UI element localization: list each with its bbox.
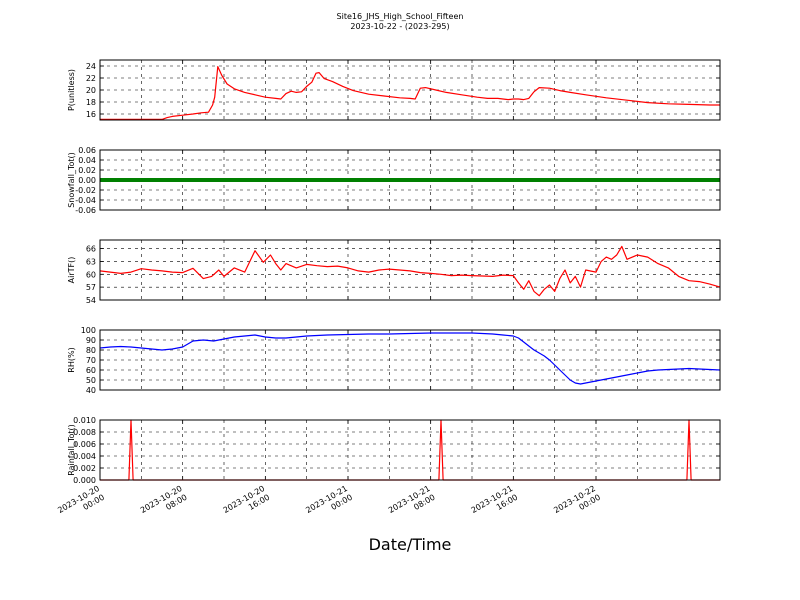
y-tick-label: 0.006 bbox=[73, 440, 96, 449]
y-tick-label: 54 bbox=[86, 296, 96, 305]
y-tick-label: 0.008 bbox=[73, 428, 96, 437]
x-tick-label: 2023-10-2200:00 bbox=[552, 484, 602, 524]
y-tick-label: 70 bbox=[86, 356, 96, 365]
panel-1: 16 18 20 22 24 P(unitless) bbox=[67, 59, 721, 121]
panel-frame bbox=[99, 239, 721, 301]
x-tick-label: 2023-10-2000:00 bbox=[56, 484, 106, 524]
y-tick-label: 0.010 bbox=[73, 416, 96, 425]
chart-title: Site16_JHS_High_School_Fifteen bbox=[337, 12, 464, 21]
panel-frame bbox=[99, 149, 721, 211]
y-tick-label: 0.000 bbox=[73, 476, 96, 485]
y-axis-label: RH(%) bbox=[67, 347, 76, 372]
y-tick-label: 22 bbox=[86, 74, 96, 83]
panel-frame bbox=[99, 329, 721, 391]
y-tick-label: 16 bbox=[86, 110, 96, 119]
series-line bbox=[99, 332, 721, 385]
y-tick-label: 0.002 bbox=[73, 464, 96, 473]
y-axis-label: Rainfall_Tot() bbox=[67, 424, 76, 476]
y-axis-label: AirTF() bbox=[67, 257, 76, 284]
y-tick-label: 40 bbox=[86, 386, 96, 395]
y-tick-label: 24 bbox=[86, 62, 96, 71]
panel-5: 0.000 0.002 0.004 0.006 0.008 0.010Rainfall_T… bbox=[67, 416, 721, 485]
series-line bbox=[100, 419, 720, 481]
y-tick-label: 57 bbox=[86, 283, 96, 292]
series-line bbox=[100, 65, 720, 121]
y-tick-label: 90 bbox=[86, 336, 96, 345]
x-tick-label: 2023-10-2100:00 bbox=[304, 484, 354, 524]
x-tick-label: 2023-10-2008:00 bbox=[139, 484, 189, 524]
x-tick-label: 2023-10-2108:00 bbox=[387, 484, 437, 524]
y-axis-label: P(unitless) bbox=[67, 69, 76, 111]
y-tick-label: 20 bbox=[86, 86, 96, 95]
y-tick-label: 0.02 bbox=[78, 166, 96, 175]
panel-3: 54 57 60 63 66 AirTF() bbox=[67, 239, 721, 305]
x-tick-labels: 2023-10-2000:00 2023-10-2008:00 2023-10-20… bbox=[56, 484, 602, 524]
y-tick-label: 80 bbox=[86, 346, 96, 355]
panel-frame bbox=[99, 419, 721, 481]
y-tick-label: -0.06 bbox=[75, 206, 96, 215]
x-tick-label: 2023-10-2016:00 bbox=[222, 484, 272, 524]
y-tick-label: 0.06 bbox=[78, 146, 96, 155]
y-tick-label: -0.02 bbox=[75, 186, 96, 195]
y-tick-label: 100 bbox=[81, 326, 96, 335]
chart-subtitle: 2023-10-22 - (2023-295) bbox=[350, 22, 449, 31]
x-axis-label: Date/Time bbox=[369, 535, 452, 554]
panel-frame bbox=[99, 59, 721, 121]
y-tick-label: 18 bbox=[86, 98, 96, 107]
y-tick-label: 66 bbox=[86, 245, 96, 254]
x-tick-label: 2023-10-2116:00 bbox=[470, 484, 520, 524]
y-tick-label: -0.04 bbox=[75, 196, 96, 205]
y-tick-label: 0.00 bbox=[78, 176, 96, 185]
y-tick-label: 50 bbox=[86, 376, 96, 385]
y-tick-label: 60 bbox=[86, 270, 96, 279]
panels: 1618202224P(unitless)-0.06-0.04-0.020.00… bbox=[67, 59, 721, 485]
y-tick-label: 63 bbox=[86, 257, 96, 266]
series-line bbox=[99, 245, 721, 297]
y-axis-label: Snowfall_Tot() bbox=[67, 152, 76, 208]
y-tick-label: 60 bbox=[86, 366, 96, 375]
y-tick-label: 0.04 bbox=[78, 156, 96, 165]
panel-2: -0.06-0.04-0.020.000.020.040.06Snowfall_… bbox=[67, 146, 721, 215]
y-tick-label: 0.004 bbox=[73, 452, 96, 461]
